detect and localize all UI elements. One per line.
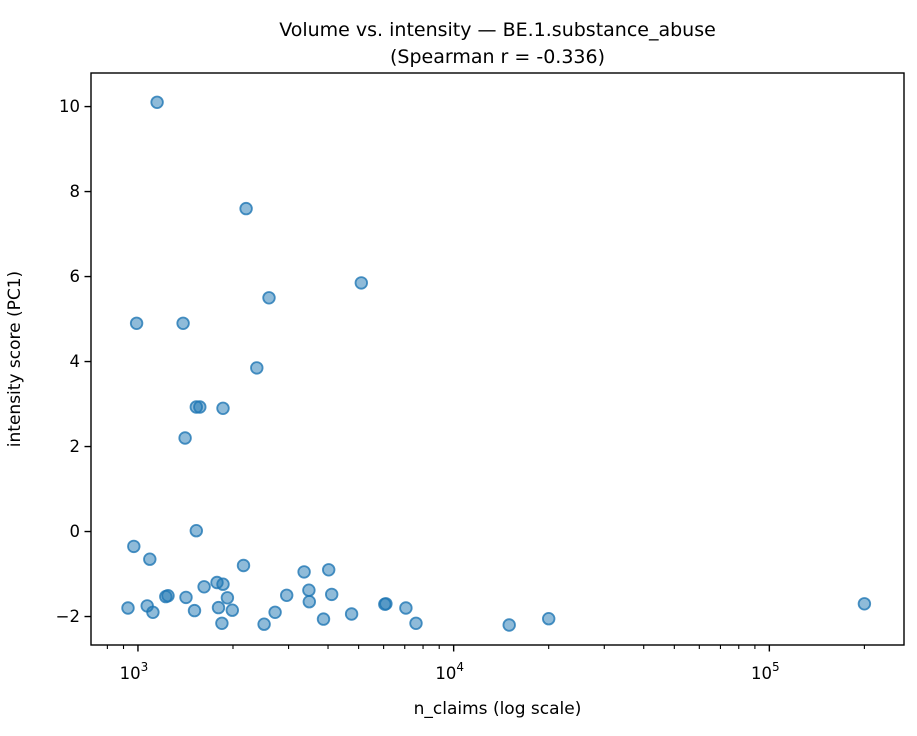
data-point — [409, 616, 423, 631]
data-point — [250, 361, 264, 375]
y-axis-label: intensity score (PC1) — [5, 271, 25, 447]
data-point — [379, 597, 393, 611]
data-point — [121, 601, 135, 615]
data-point — [216, 401, 230, 416]
data-point — [150, 95, 164, 110]
data-point — [143, 552, 157, 566]
data-point — [189, 524, 204, 538]
x-axis-label: n_claims (log scale) — [414, 699, 582, 719]
y-tick-label: 2 — [70, 437, 81, 456]
y-tick-label: 8 — [70, 182, 81, 201]
chart-title: Volume vs. intensity — BE.1.substance_ab… — [279, 19, 716, 41]
data-point — [257, 617, 271, 631]
data-point — [262, 291, 276, 305]
data-point — [344, 607, 359, 621]
data-point — [542, 612, 556, 626]
data-point — [268, 605, 282, 620]
data-point — [161, 589, 175, 603]
y-tick-label: 0 — [70, 522, 81, 541]
data-point — [129, 316, 144, 331]
data-point — [146, 605, 160, 620]
data-point — [211, 600, 226, 615]
data-point — [322, 563, 336, 577]
data-point — [179, 590, 193, 605]
y-tick-label: 4 — [70, 352, 81, 371]
data-point — [215, 616, 229, 631]
x-tick-label: 104 — [435, 660, 464, 683]
data-point — [236, 558, 251, 573]
y-tick-label: −2 — [56, 607, 80, 626]
data-point — [280, 588, 294, 603]
data-point — [197, 580, 211, 594]
data-point — [857, 597, 872, 611]
data-point — [220, 591, 235, 605]
data-point — [302, 583, 316, 597]
data-point — [399, 601, 413, 615]
data-point — [127, 539, 141, 554]
data-point — [325, 587, 339, 602]
data-point — [216, 577, 230, 591]
data-point — [178, 431, 192, 445]
y-tick-label: 10 — [59, 97, 80, 116]
data-point — [239, 201, 253, 216]
data-point — [354, 276, 369, 290]
chart-subtitle: (Spearman r = -0.336) — [390, 46, 605, 68]
data-point — [176, 316, 190, 331]
plot-frame — [90, 72, 905, 646]
data-point — [225, 603, 240, 617]
axis-ticks: −2 0 2 4 6 8 10 103 104 105 — [56, 97, 865, 683]
y-tick-label: 6 — [70, 267, 81, 286]
data-point — [193, 400, 207, 414]
data-point — [302, 595, 317, 609]
x-tick-label: 103 — [120, 660, 149, 683]
x-tick-label: 105 — [751, 660, 780, 683]
scatter-points — [121, 95, 872, 632]
data-point — [316, 612, 331, 626]
data-point — [502, 618, 516, 632]
data-point — [297, 565, 311, 579]
data-point — [187, 603, 202, 618]
